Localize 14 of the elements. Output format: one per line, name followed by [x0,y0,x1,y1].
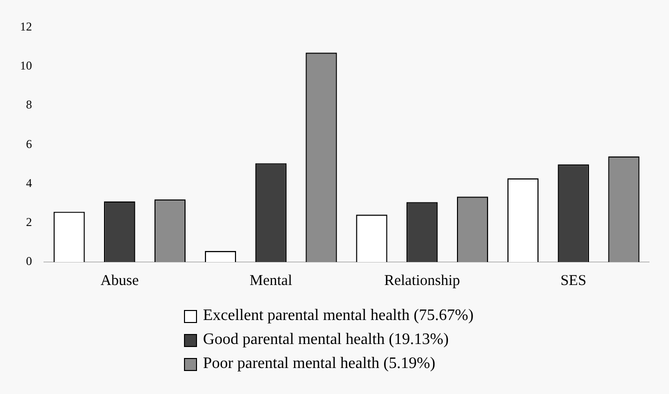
y-tick-label: 6 [26,136,32,151]
y-tick-label: 0 [26,254,32,268]
y-tick-label: 12 [20,19,32,34]
x-tick-label: Abuse [100,272,140,289]
y-tick-label: 4 [26,176,32,190]
x-tick-label: Mental [250,272,292,289]
y-tick-label: 8 [26,98,32,112]
text: Excellent parental mental health (75.67%) [203,306,474,326]
y-tick-label: 10 [20,58,32,72]
legend-label: Poor parental mental health (5.19%) [203,354,436,374]
legend-label: Good parental mental health (19.13%) [203,330,449,350]
x-tick-label: Relationship [384,272,460,289]
x-tick-label: SES [560,272,586,289]
y-tick-label: 2 [26,215,32,230]
